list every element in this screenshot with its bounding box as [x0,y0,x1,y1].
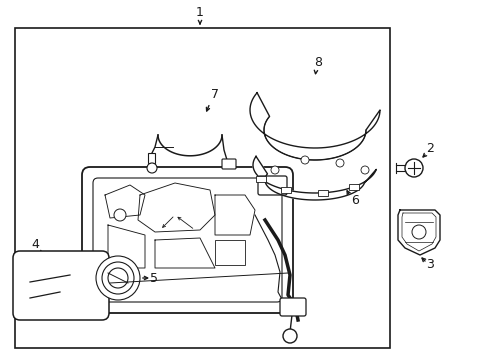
Polygon shape [250,93,380,160]
FancyBboxPatch shape [280,298,306,316]
Circle shape [405,159,423,177]
Text: 1: 1 [196,5,204,18]
Circle shape [283,329,297,343]
FancyBboxPatch shape [93,178,282,302]
Text: 4: 4 [31,238,39,252]
Circle shape [102,262,134,294]
Bar [256,176,267,182]
Polygon shape [253,156,376,200]
Circle shape [412,225,426,239]
Bar [349,184,359,190]
Text: 7: 7 [211,89,219,102]
FancyBboxPatch shape [258,176,287,195]
Circle shape [301,156,309,164]
FancyBboxPatch shape [82,167,293,313]
Polygon shape [148,153,155,163]
Circle shape [96,256,140,300]
Text: 2: 2 [426,141,434,154]
Polygon shape [398,210,440,255]
Circle shape [147,163,157,173]
Text: 8: 8 [314,55,322,68]
Circle shape [108,268,128,288]
Circle shape [114,209,126,221]
Circle shape [361,166,369,174]
Circle shape [271,166,279,174]
Bar [215,240,245,265]
Text: 5: 5 [150,271,158,284]
FancyBboxPatch shape [222,159,236,169]
Text: 6: 6 [351,194,359,207]
Bar [318,190,328,196]
Circle shape [336,159,344,167]
Bar [15,28,390,348]
Bar [281,187,291,193]
Text: 3: 3 [426,258,434,271]
FancyBboxPatch shape [13,251,109,320]
